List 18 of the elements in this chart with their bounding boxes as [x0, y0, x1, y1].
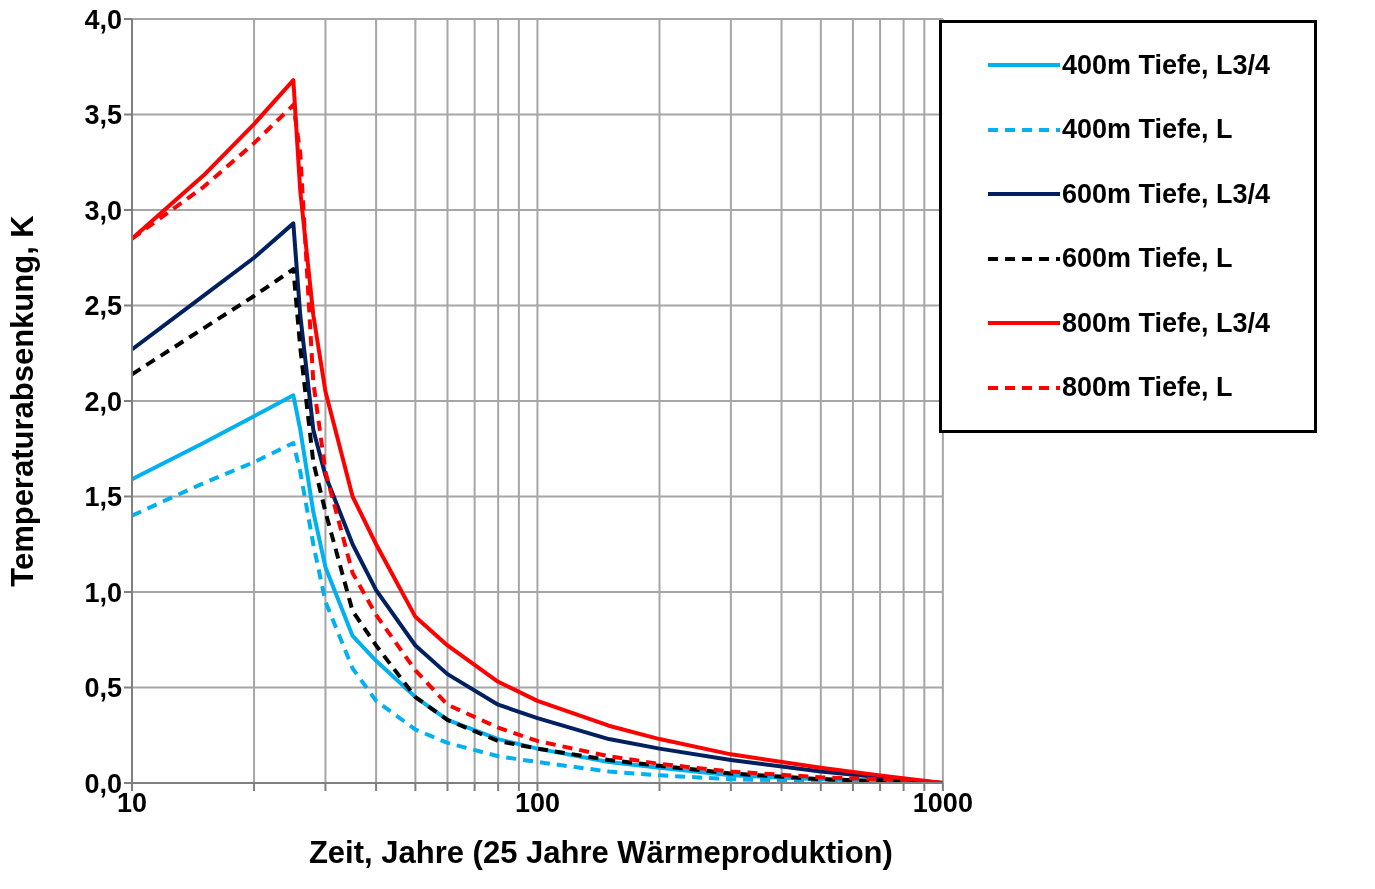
x-axis-title: Zeit, Jahre (25 Jahre Wärmeproduktion): [308, 835, 893, 870]
y-tick-label: 1,5: [84, 482, 122, 513]
y-tick-label: 3,5: [84, 100, 122, 131]
y-tick-label: 2,5: [84, 291, 122, 322]
y-tick-label: 4,0: [84, 4, 122, 35]
y-tick-label: 0,5: [84, 673, 122, 704]
x-tick-label: 100: [514, 788, 560, 819]
x-tick-label: 1000: [912, 788, 973, 819]
legend-label: 600m Tiefe, L: [1061, 243, 1233, 275]
legend-label: 400m Tiefe, L3/4: [1061, 49, 1270, 81]
y-tick-label: 1,0: [84, 577, 122, 608]
y-tick-label: 2,0: [84, 386, 122, 417]
legend-label: 600m Tiefe, L3/4: [1061, 178, 1270, 210]
y-axis-title: Temperaturabsenkung, K: [5, 214, 41, 587]
legend-label: 800m Tiefe, L: [1061, 372, 1233, 404]
y-tick-label: 3,0: [84, 195, 122, 226]
legend-label: 400m Tiefe, L: [1061, 114, 1233, 146]
legend-label: 800m Tiefe, L3/4: [1061, 307, 1270, 339]
